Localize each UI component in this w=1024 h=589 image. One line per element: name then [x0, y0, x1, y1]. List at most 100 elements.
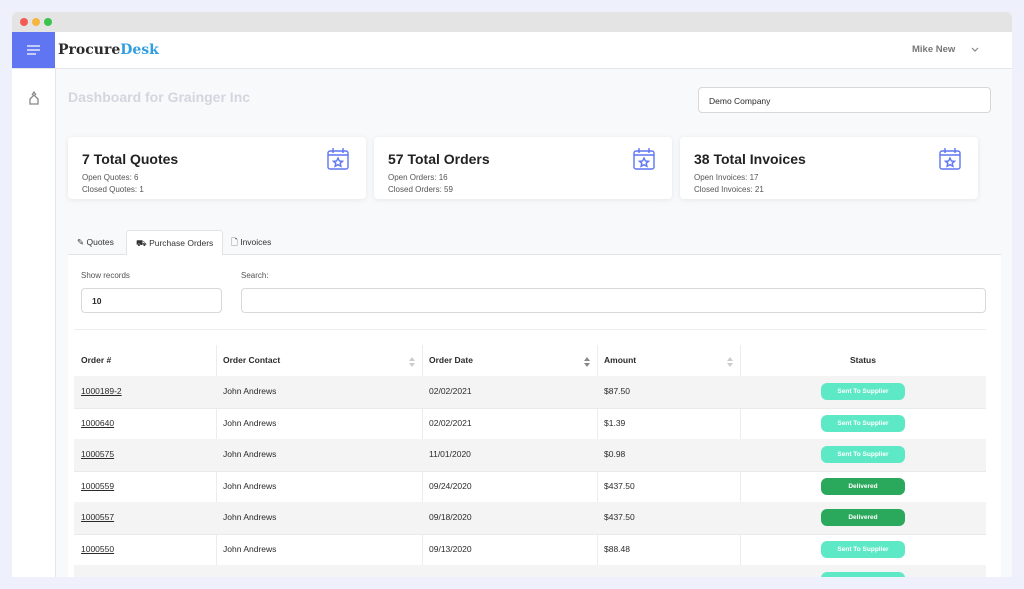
order-link[interactable]: 1000559	[81, 480, 115, 491]
close-dot[interactable]	[20, 18, 28, 26]
tab-icon: ⛟	[136, 238, 150, 248]
card-title: 57 Total Orders	[388, 151, 490, 167]
orders-panel: Show records 10 Search: Order # Order Con…	[68, 254, 1001, 577]
card-line: Open Orders: 16	[388, 173, 448, 182]
tab[interactable]: ✎ Quotes	[68, 230, 123, 254]
menu-button[interactable]	[12, 32, 55, 68]
tab-icon: 🗋	[231, 237, 241, 247]
table-cell: 11/01/2020	[429, 449, 471, 459]
maximize-dot[interactable]	[44, 18, 52, 26]
tab-icon: ✎	[77, 237, 87, 247]
order-link[interactable]: 1000640	[81, 417, 115, 428]
sidebar-icon[interactable]	[26, 91, 42, 107]
user-chevron[interactable]	[970, 45, 980, 55]
table-header: Order # Order Contact Order Date Amount Stat…	[74, 345, 986, 377]
card-line: Open Quotes: 6	[82, 173, 139, 182]
table-row: 1000189-2 John Andrews 02/02/2021 $87.50 Sen…	[74, 376, 986, 409]
calendar-icon	[939, 148, 961, 170]
table-row: 1000550 John Andrews 09/13/2020 $88.48 Sent …	[74, 534, 986, 566]
calendar-icon	[633, 148, 655, 170]
table-cell: 09/13/2020	[429, 543, 472, 554]
column-header[interactable]: Order Date	[429, 355, 473, 365]
table-cell: John Andrews	[223, 512, 277, 522]
status-badge: Sent To Supplier	[821, 383, 905, 400]
logo-accent: Desk	[120, 42, 159, 58]
order-link[interactable]: 1000189-2	[81, 386, 122, 396]
card-title: 38 Total Invoices	[694, 151, 806, 167]
card-title: 7 Total Quotes	[82, 151, 179, 167]
status-badge: Sent To Supplier	[821, 540, 905, 558]
show-records-label: Show records	[81, 271, 130, 280]
table-cell: John Andrews	[223, 386, 277, 396]
sort-arrows[interactable]	[726, 356, 734, 368]
tab-label: Quotes	[86, 237, 114, 247]
card-line: Open Invoices: 17	[694, 173, 759, 182]
summary-card: 38 Total Invoices Open Invoices: 17 Closed…	[680, 137, 978, 199]
logo-primary: Procure	[58, 42, 121, 58]
sort-icon	[583, 355, 591, 373]
table-cell: $88.48	[604, 543, 630, 554]
table-cell: John Andrews	[223, 449, 277, 459]
browser-window: ProcureDesk Mike New Dashboard for Grain…	[12, 12, 1012, 577]
status-badge: Delivered	[821, 509, 905, 526]
company-select[interactable]: Demo Company	[698, 87, 991, 113]
column-header[interactable]: Order #	[81, 355, 112, 365]
summary-card: 7 Total Quotes Open Quotes: 6 Closed Quote…	[68, 137, 366, 199]
table-row: 1000559 John Andrews 09/24/2020 $437.50 Deli…	[74, 471, 986, 503]
menu-icon	[27, 45, 40, 55]
column-header[interactable]: Order Contact	[223, 355, 281, 365]
status-badge: Sent To Supplier	[821, 446, 905, 463]
user-name[interactable]: Mike New	[912, 44, 956, 55]
title-bar	[12, 12, 1012, 32]
table-cell: $87.50	[604, 565, 630, 577]
orders-table: Order # Order Contact Order Date Amount Stat…	[74, 345, 986, 577]
table-row: 1000575 John Andrews 11/01/2020 $0.98 Sent T…	[74, 439, 986, 472]
table-cell: John Andrews	[223, 480, 277, 491]
tab-label: Purchase Orders	[149, 238, 214, 248]
table-cell: John Andrews	[223, 417, 277, 428]
tab[interactable]: ⛟ Purchase Orders	[126, 230, 224, 255]
table-cell: $0.98	[604, 449, 626, 459]
dashboard-title: Dashboard for Grainger Inc	[68, 89, 251, 105]
order-link[interactable]: 1000575	[81, 449, 115, 459]
tab[interactable]: 🗋 Invoices	[222, 230, 280, 254]
card-icon	[632, 147, 656, 176]
sidebar	[12, 69, 56, 577]
table-cell: $1.39	[604, 417, 626, 428]
status-badge: Sent To Supplier	[821, 414, 905, 432]
table-cell: John Andrews	[223, 565, 276, 577]
logo[interactable]: ProcureDesk	[58, 42, 159, 58]
sort-icon	[726, 355, 734, 373]
show-records-input[interactable]: 10	[81, 288, 222, 313]
table-cell: John Andrews	[223, 543, 277, 554]
table-row: 1000640 John Andrews 02/02/2021 $1.39 Sent T…	[74, 408, 986, 440]
sort-arrows[interactable]	[583, 356, 591, 368]
order-link[interactable]: 1000557	[81, 512, 115, 522]
tab-label: Invoices	[240, 237, 272, 247]
table-cell: 02/02/2021	[429, 417, 472, 428]
column-header[interactable]: Status	[850, 355, 876, 365]
app-header: ProcureDesk Mike New	[12, 32, 1012, 69]
order-link[interactable]: 1000536-1	[81, 565, 122, 577]
calendar-icon	[327, 148, 349, 170]
table-cell: 09/18/2020	[429, 512, 472, 522]
sort-arrows[interactable]	[408, 356, 416, 368]
card-icon	[326, 147, 350, 176]
summary-card: 57 Total Orders Open Orders: 16 Closed Ord…	[374, 137, 672, 199]
column-header[interactable]: Amount	[604, 355, 637, 365]
table-cell: 02/02/2021	[429, 386, 472, 396]
search-input[interactable]	[241, 288, 986, 313]
order-link[interactable]: 1000550	[81, 543, 115, 554]
minimize-dot[interactable]	[32, 18, 40, 26]
table-cell: $437.50	[604, 512, 635, 522]
table-cell: $437.50	[604, 480, 635, 491]
search-label: Search:	[241, 271, 269, 280]
table-cell: 08/04/2020	[429, 565, 472, 577]
main-content: Dashboard for Grainger Inc Demo Company …	[56, 69, 1012, 577]
table-row: 1000536-1 John Andrews 08/04/2020 $87.50 Sen…	[74, 565, 986, 577]
status-badge: Delivered	[821, 477, 905, 495]
sort-icon	[408, 355, 416, 373]
divider	[74, 329, 986, 330]
table-cell: 09/24/2020	[429, 480, 472, 491]
